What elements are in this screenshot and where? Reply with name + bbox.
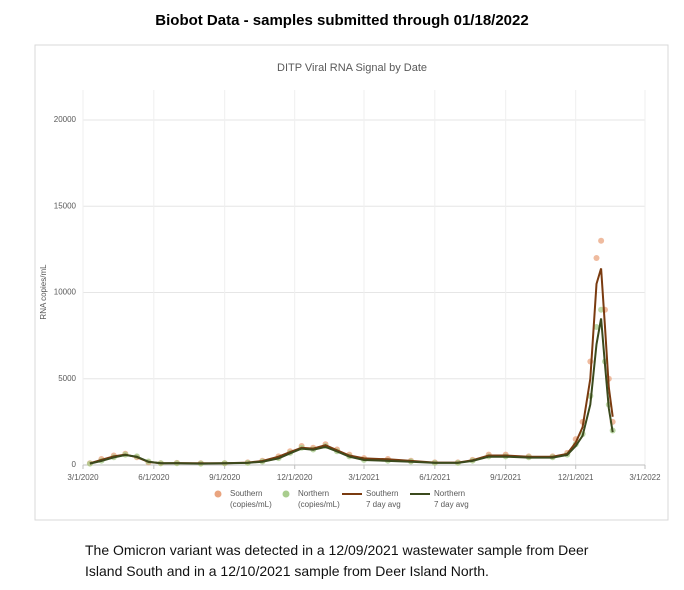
x-tick-label: 3/1/2022 [629,473,661,482]
data-point [598,306,605,313]
data-point [593,255,600,261]
caption: The Omicron variant was detected in a 12… [85,542,589,579]
y-tick-label: 15000 [54,201,77,210]
chart: DITP Viral RNA Signal by Date RNA copies… [34,44,669,521]
x-tick-label: 3/1/2020 [67,473,99,482]
x-tick-label: 3/1/2021 [348,473,380,482]
y-axis-label: RNA copies/mL [39,264,48,320]
y-tick-label: 10000 [54,288,77,297]
legend-line: (copies/mL) [230,500,272,509]
legend-line: Northern [434,489,465,498]
legend-line: Southern [230,489,262,498]
legend-line: Southern [366,489,398,498]
legend-line: 7 day avg [434,500,469,509]
y-tick-label: 20000 [54,115,77,124]
legend-symbol [282,490,290,498]
legend-label: Southern 7 day avg [366,489,401,509]
x-tick-label: 12/1/2021 [558,473,594,482]
avg-line [89,318,614,465]
legend-label: Northern 7 day avg [434,489,469,509]
chart-frame [34,44,669,521]
data-point [598,237,605,244]
legend-label: Southern (copies/mL) [230,489,272,509]
legend-line: 7 day avg [366,500,401,509]
data-point [593,324,600,330]
legend-symbol [214,490,222,498]
x-tick-label: 6/1/2021 [419,473,451,482]
legend-label: Northern (copies/mL) [298,489,340,509]
chart-title: DITP Viral RNA Signal by Date [277,62,427,74]
legend-line: Northern [298,489,329,498]
x-tick-label: 9/1/2021 [490,473,522,482]
y-tick-label: 0 [72,460,77,469]
legend-line: (copies/mL) [298,500,340,509]
x-tick-label: 6/1/2020 [138,473,170,482]
y-tick-label: 5000 [58,374,76,383]
x-tick-label: 12/1/2020 [277,473,313,482]
page-title: Biobot Data - samples submitted through … [155,12,529,29]
x-tick-label: 9/1/2020 [209,473,241,482]
